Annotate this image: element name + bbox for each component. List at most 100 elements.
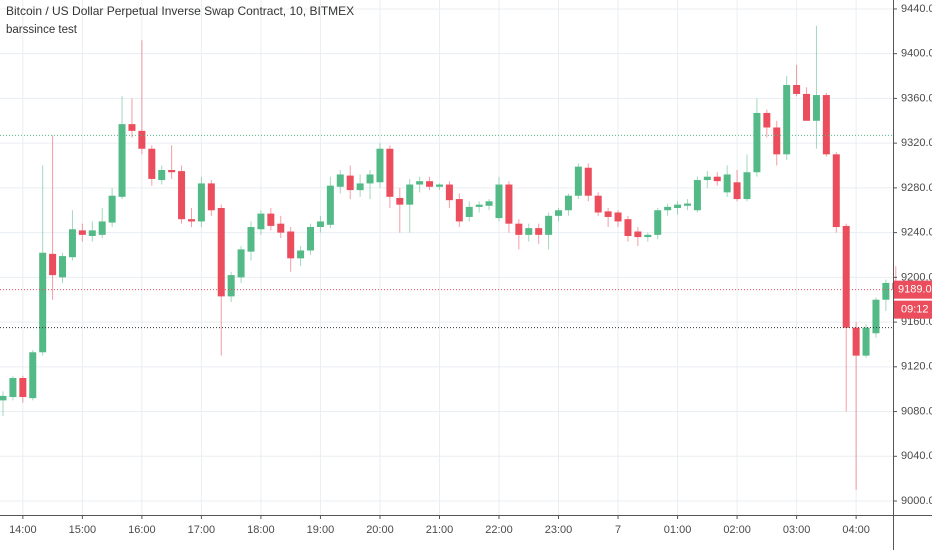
candle-body (366, 174, 374, 184)
candle-body (475, 204, 483, 207)
candle-body (703, 176, 711, 181)
candle-body (683, 203, 691, 206)
candle-body (455, 199, 463, 222)
candle-body (207, 183, 215, 211)
candle-body (307, 227, 315, 251)
candle-body (743, 172, 751, 200)
candle-body (297, 250, 305, 259)
y-tick-label: 9120.0 (901, 361, 932, 373)
candle-body (713, 176, 721, 182)
candle-body (445, 184, 453, 201)
candle-body (515, 223, 523, 235)
y-tick-label: 9000.0 (901, 495, 932, 507)
candle-body (783, 84, 791, 155)
last-price-label: 9189.0 (898, 284, 932, 296)
y-tick-label: 9320.0 (901, 137, 932, 149)
candle-body (416, 181, 424, 185)
x-tick-label: 20:00 (366, 524, 394, 536)
candle-body (148, 148, 156, 179)
candle-body (812, 95, 820, 121)
candle-body (525, 228, 533, 235)
candle-body (316, 221, 324, 228)
candle-body (614, 212, 622, 222)
x-tick-label: 15:00 (69, 524, 97, 536)
chart-title: Bitcoin / US Dollar Perpetual Inverse Sw… (6, 4, 354, 18)
candle-body (346, 175, 354, 191)
candle-body (0, 395, 7, 401)
candle-body (267, 213, 275, 226)
candle-body (852, 327, 860, 356)
x-tick-label: 01:00 (664, 524, 692, 536)
candle-body (604, 211, 612, 217)
candle-body (773, 127, 781, 155)
candle-body (78, 230, 86, 235)
x-tick-label: 22:00 (485, 524, 513, 536)
x-tick-label: 7 (615, 524, 621, 536)
candle-body (178, 171, 186, 220)
candle-body (118, 124, 126, 197)
candle-body (564, 195, 572, 211)
x-tick-label: 21:00 (426, 524, 454, 536)
candle-body (98, 221, 106, 235)
grid (0, 0, 893, 515)
candle-body (574, 166, 582, 196)
candle-body (386, 148, 394, 197)
candle-body (733, 182, 741, 200)
plot (0, 25, 900, 490)
candle-body (19, 378, 27, 398)
last-price-box (894, 280, 932, 299)
candle-body (237, 249, 245, 278)
x-tick-label: 18:00 (247, 524, 275, 536)
candle-body (882, 282, 890, 300)
x-tick-label: 02:00 (723, 524, 751, 536)
candle-body (158, 169, 166, 181)
axes: 9000.0 9040.0 9080.0 9120.0 9160.0 9200.0 9240… (9, 3, 932, 536)
candle-body (803, 93, 811, 121)
candle-body (793, 84, 801, 94)
candle-body (39, 252, 47, 353)
candle-body (842, 225, 850, 328)
candle-body (763, 112, 771, 128)
x-tick-label: 17:00 (188, 524, 216, 536)
candle-body (336, 174, 344, 187)
countdown-box (894, 300, 932, 319)
candle-body (674, 204, 682, 209)
candle-body (594, 195, 602, 213)
candle-body (128, 124, 136, 131)
candle-body (376, 148, 384, 183)
candle-body (584, 167, 592, 196)
candle-body (555, 210, 563, 216)
candle-body (465, 206, 473, 217)
y-tick-label: 9440.0 (901, 3, 932, 15)
y-tick-label: 9040.0 (901, 450, 932, 462)
candle-body (693, 180, 701, 211)
candle-body (406, 184, 414, 205)
candle-body (108, 195, 116, 223)
candle-body (257, 213, 265, 230)
candle-body (217, 208, 225, 297)
indicator-name: barssince test (6, 24, 78, 36)
y-tick-label: 9200.0 (901, 271, 932, 283)
candle-body (187, 219, 195, 222)
y-tick-label: 9360.0 (901, 92, 932, 104)
candle-body (29, 352, 37, 399)
candle-body (49, 253, 57, 276)
candle-body (545, 215, 553, 235)
candle-body (654, 210, 662, 235)
candle-body (168, 169, 176, 173)
candle-body (495, 184, 503, 219)
candle-body (68, 229, 76, 258)
candle-body (644, 234, 652, 238)
candle-body (435, 184, 443, 187)
countdown-label: 09:12 (901, 304, 929, 316)
candle-body (634, 231, 642, 238)
candle-body (872, 299, 880, 334)
x-tick-label: 03:00 (783, 524, 811, 536)
y-tick-label: 9280.0 (901, 182, 932, 194)
candle-body (505, 184, 513, 224)
candle-body (59, 256, 67, 278)
candle-body (9, 378, 17, 398)
candle-body (326, 185, 334, 225)
